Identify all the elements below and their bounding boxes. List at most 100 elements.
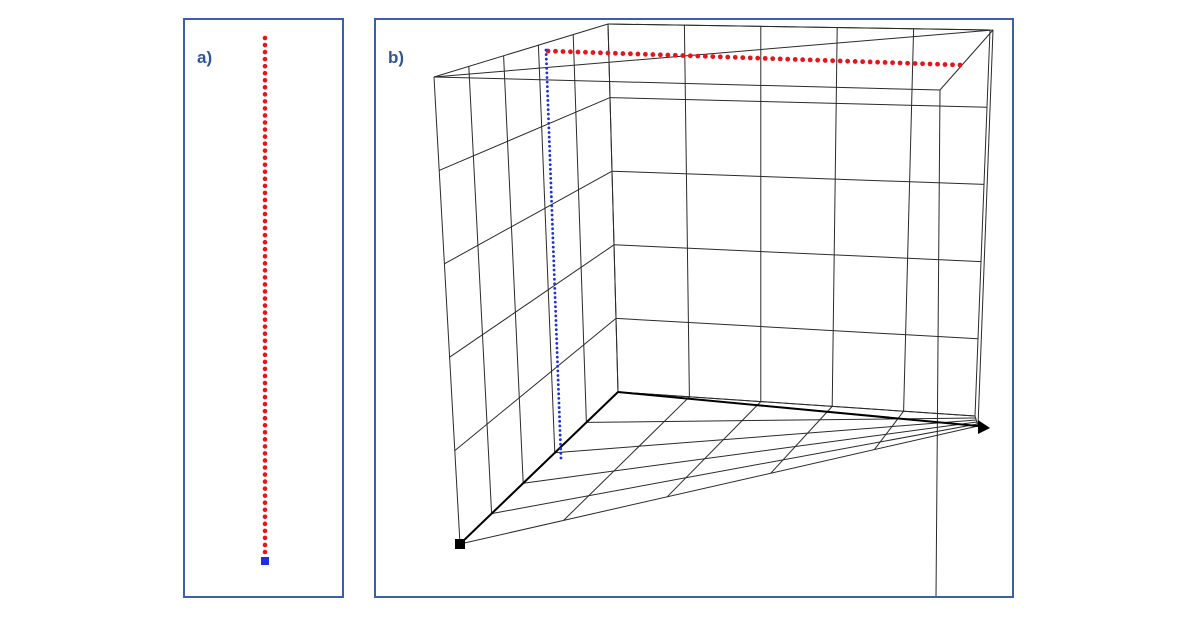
blue-dot bbox=[546, 89, 549, 93]
blue-dot bbox=[551, 227, 554, 231]
grid-line bbox=[503, 55, 524, 484]
blue-dot bbox=[549, 186, 553, 189]
grid-line bbox=[563, 396, 690, 521]
blue-dot bbox=[547, 140, 551, 144]
blue-dot bbox=[558, 429, 562, 432]
blue-dot bbox=[558, 433, 562, 437]
grid-line bbox=[459, 425, 979, 545]
blue-dot bbox=[555, 341, 559, 345]
grid-line bbox=[613, 244, 982, 263]
red-dot bbox=[262, 303, 268, 308]
grid-line bbox=[572, 34, 587, 423]
blue-dot bbox=[553, 282, 556, 286]
red-dot bbox=[725, 54, 731, 60]
blue-dot bbox=[550, 204, 554, 208]
grid-line bbox=[903, 28, 915, 412]
red-dot bbox=[920, 61, 925, 67]
blue-dot bbox=[551, 222, 554, 226]
red-dot bbox=[262, 63, 268, 69]
blue-dot bbox=[556, 378, 560, 382]
red-dot bbox=[628, 51, 633, 57]
red-dot bbox=[680, 53, 686, 58]
panel-b-red-dotted-line bbox=[545, 48, 963, 68]
red-dot bbox=[822, 58, 828, 63]
blue-dot bbox=[550, 218, 554, 222]
red-dot bbox=[262, 183, 268, 189]
panel-a: a) bbox=[183, 18, 344, 598]
axis-line bbox=[459, 391, 619, 545]
red-dot bbox=[262, 521, 268, 527]
panel-b-grid-lines bbox=[433, 23, 994, 596]
red-dot bbox=[687, 53, 693, 59]
red-dot bbox=[262, 458, 268, 463]
red-dot bbox=[262, 331, 268, 337]
blue-dot bbox=[546, 112, 550, 116]
blue-dot bbox=[551, 236, 555, 240]
red-dot bbox=[702, 53, 708, 59]
box-edge bbox=[433, 29, 994, 78]
red-dot bbox=[935, 61, 940, 67]
grid-line bbox=[433, 23, 609, 78]
red-dot bbox=[262, 141, 268, 146]
red-dot bbox=[262, 84, 268, 90]
blue-dot bbox=[558, 438, 562, 442]
blue-dot bbox=[547, 131, 551, 134]
blue-dot bbox=[545, 62, 548, 66]
blue-dot bbox=[551, 241, 555, 244]
blue-dot bbox=[545, 85, 549, 89]
blue-dot bbox=[548, 144, 551, 148]
blue-dot bbox=[552, 273, 556, 277]
blue-dot bbox=[559, 442, 562, 446]
red-dot bbox=[262, 296, 268, 301]
red-dot bbox=[890, 60, 895, 66]
red-dot bbox=[583, 49, 588, 55]
panel-a-label: a) bbox=[197, 48, 213, 67]
grid-line bbox=[611, 170, 985, 185]
blue-dot bbox=[553, 277, 556, 281]
red-dot bbox=[262, 106, 268, 111]
axis-arrow-head bbox=[978, 420, 990, 434]
red-dot bbox=[262, 162, 268, 168]
blue-dot bbox=[557, 410, 561, 414]
red-dot bbox=[747, 55, 753, 61]
red-dot bbox=[262, 507, 268, 513]
red-dot bbox=[262, 528, 268, 534]
blue-dot bbox=[556, 369, 560, 373]
panel-a-diagram bbox=[261, 35, 269, 565]
blue-dot bbox=[544, 48, 548, 52]
red-dot bbox=[897, 60, 903, 66]
red-dot bbox=[777, 56, 783, 62]
red-dot bbox=[262, 70, 268, 76]
blue-dot bbox=[549, 195, 553, 199]
blue-dot bbox=[552, 250, 555, 254]
red-dot bbox=[262, 197, 268, 203]
red-dot bbox=[650, 52, 656, 57]
red-dot bbox=[262, 225, 268, 231]
grid-line bbox=[537, 45, 556, 453]
grid-line bbox=[491, 423, 978, 515]
red-dot bbox=[262, 437, 268, 442]
grid-line bbox=[666, 401, 762, 498]
blue-dot bbox=[546, 94, 550, 98]
red-dot bbox=[762, 55, 768, 61]
red-dot bbox=[927, 61, 933, 67]
red-dot bbox=[665, 52, 671, 58]
panel-b-label: b) bbox=[388, 48, 405, 67]
blue-dot bbox=[556, 374, 560, 377]
blue-dot bbox=[549, 181, 553, 185]
box-edge bbox=[433, 76, 941, 91]
blue-dot bbox=[555, 351, 559, 354]
red-dot bbox=[875, 59, 880, 65]
blue-dot bbox=[555, 355, 559, 359]
panel-b-3d-grid bbox=[433, 23, 994, 596]
red-dot bbox=[262, 394, 268, 400]
grid-line bbox=[609, 97, 988, 108]
red-dot bbox=[262, 373, 268, 379]
red-dot bbox=[262, 169, 268, 175]
red-dot bbox=[262, 253, 268, 259]
red-dot bbox=[598, 50, 603, 56]
red-dot bbox=[262, 211, 268, 217]
grid-line bbox=[554, 419, 977, 454]
blue-dot bbox=[553, 291, 557, 295]
blue-dot bbox=[552, 264, 556, 267]
